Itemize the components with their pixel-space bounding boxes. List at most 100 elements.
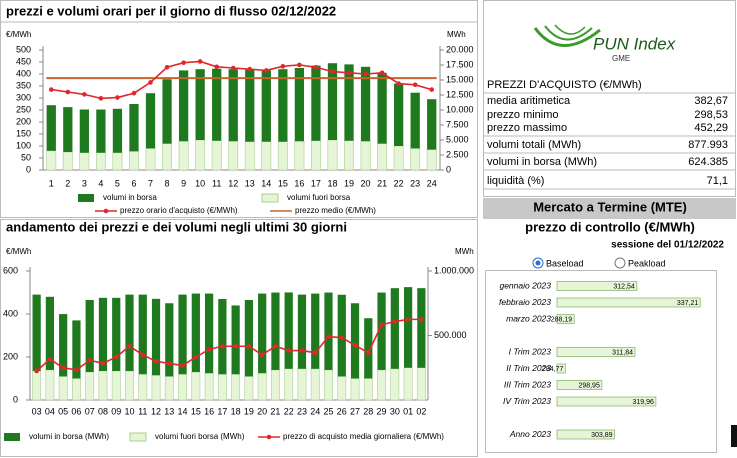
bar [350,378,360,401]
legend-label: prezzo medio (€/MWh) [295,206,376,215]
y-tick-label: 200 [3,351,18,361]
y2-tick-label: 0 [446,164,451,174]
bar [32,294,41,371]
bar [178,294,187,375]
bar [364,318,373,379]
x-tick-label: 15 [191,406,201,416]
bar [377,292,386,370]
bar [63,107,73,152]
price-point [82,92,87,97]
x-tick-label: 18 [327,178,337,188]
price-point [259,352,265,358]
scroll-handle [731,425,737,447]
bar [344,140,354,171]
y2-tick-label: 20.000 [446,44,474,54]
y-tick-label: 400 [3,308,18,318]
bar [377,72,387,144]
price-point [280,64,286,69]
x-tick-label: 20 [361,178,371,188]
bar-label: III Trim 2023 [504,379,551,389]
price-point [264,68,269,73]
x-tick-label: 03 [32,406,42,416]
bar [62,151,73,171]
bar [46,105,56,151]
bar [151,374,161,401]
price-point [352,342,358,348]
price-point [379,322,384,328]
x-tick-label: 24 [310,406,320,416]
price-point [140,352,146,358]
session: sessione del 01/12/2022 [611,240,724,251]
bar [257,372,267,401]
price-point [214,64,219,70]
x-tick-label: 9 [181,178,186,188]
x-tick-label: 09 [111,406,121,416]
bar [410,148,421,171]
bar [45,369,55,401]
bar [228,140,239,171]
y-tick-label: 50 [21,152,31,162]
price-point [47,356,53,362]
y2-tick-label: 500.000 [434,330,467,340]
x-tick-label: 1 [49,178,54,188]
logo-title: PUN Index [593,34,676,53]
x-tick-label: 5 [115,178,120,188]
bar [390,288,399,369]
value-label: 298,95 [578,382,600,389]
price-point [193,354,199,360]
price-point [273,343,278,349]
x-tick-label: 21 [270,406,280,416]
radio[interactable] [614,257,626,269]
price-point [60,365,66,371]
bar [284,292,293,369]
price-point [87,357,92,363]
price-point [246,343,252,349]
bar [151,298,161,376]
row-value: 452,29 [694,122,728,134]
x-tick-label: 04 [45,406,55,416]
price-point [379,70,385,76]
y2-tick-label: 15.000 [446,74,474,84]
legend-swatch [261,193,279,203]
panel [483,0,736,197]
legend-label: volumi in borsa (MWh) [29,432,109,441]
bar [129,150,139,171]
bar [191,371,201,401]
price-point [131,90,137,96]
row-label: media aritimetica [487,95,571,107]
header-band [483,198,736,219]
logo: PUN Index GME [533,24,676,63]
bar [377,143,388,171]
x-tick-label: 15 [278,178,288,188]
section-title: PREZZI D'ACQUISTO (€/MWh) [487,79,642,91]
bar-label: marzo 2023 [506,313,551,323]
row-label: prezzo massimo [487,122,567,134]
bar [211,140,222,171]
y-tick-label: 0 [13,394,18,404]
x-tick-label: 17 [311,178,321,188]
legend-swatch [266,434,272,440]
radio-label[interactable]: Baseload [546,258,584,268]
bar [79,152,90,171]
y-tick-label: 500 [16,44,31,54]
x-tick-label: 14 [261,178,271,188]
mte-title: Mercato a Termine (MTE) [533,199,687,214]
y-tick-label: 450 [16,56,31,66]
bar [556,281,638,291]
row-label: liquidità (%) [487,175,544,187]
bar [410,92,420,149]
price-point [48,87,54,92]
bar [311,65,321,141]
bar-label: I Trim 2023 [509,346,552,356]
bar [261,141,272,171]
bar [79,109,89,153]
price-point [113,354,119,360]
bar [231,373,241,401]
value-label: 288,19 [551,316,573,323]
bar [85,371,95,401]
price-point [100,361,106,366]
bar [231,305,240,375]
logo-sub: GME [612,54,630,63]
price-point [230,65,236,71]
radio-label[interactable]: Peakload [628,258,666,268]
